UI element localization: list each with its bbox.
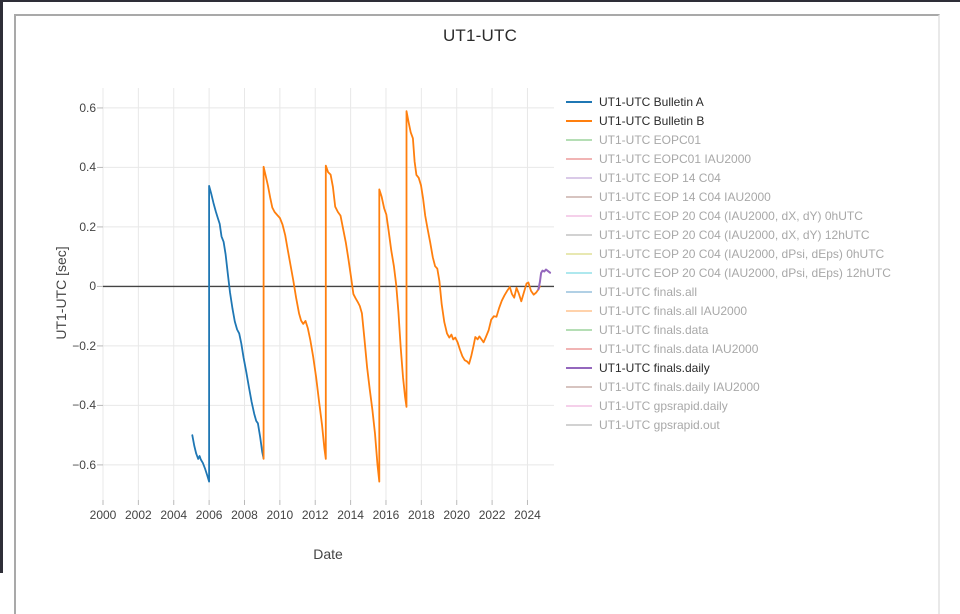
legend-line-swatch [566,176,592,179]
legend-label: UT1-UTC finals.all IAU2000 [599,303,748,318]
legend-line-swatch [566,157,592,160]
legend-item-ut1-utc-eop-20-c04-iau2000-dx-dy-0hutc[interactable]: UT1-UTC EOP 20 C04 (IAU2000, dX, dY) 0hU… [566,206,891,225]
chart-card [14,14,940,614]
legend-line-swatch [566,252,592,255]
x-tick-label: 2024 [514,508,541,522]
legend-item-ut1-utc-finals-data-iau2000[interactable]: UT1-UTC finals.data IAU2000 [566,339,891,358]
legend-item-ut1-utc-gpsrapid-out[interactable]: UT1-UTC gpsrapid.out [566,415,891,434]
x-tick-label: 2006 [195,508,223,522]
y-tick-label: 0.4 [79,160,96,175]
x-tick-label: 2014 [337,508,364,522]
legend-line-swatch [566,404,592,407]
y-tick-label: −0.4 [72,398,96,413]
legend-line-swatch [566,271,592,274]
x-tick-label: 2022 [478,508,506,522]
x-tick-label: 2008 [231,508,258,522]
legend-item-ut1-utc-bulletin-b[interactable]: UT1-UTC Bulletin B [566,111,891,130]
x-tick-label: 2016 [372,508,400,522]
legend-label: UT1-UTC finals.data IAU2000 [599,341,759,356]
legend-label: UT1-UTC EOP 20 C04 (IAU2000, dPsi, dEps)… [599,246,885,261]
legend-label: UT1-UTC EOP 14 C04 IAU2000 [599,189,771,204]
y-tick-label: 0.2 [79,219,96,234]
legend-item-ut1-utc-eop-14-c04-iau2000[interactable]: UT1-UTC EOP 14 C04 IAU2000 [566,187,891,206]
legend-line-swatch [566,214,592,217]
x-tick-label: 2018 [407,508,435,522]
legend-line-swatch [566,328,592,331]
y-axis-title: UT1-UTC [sec] [53,246,69,340]
legend-line-swatch [566,366,592,369]
legend-label: UT1-UTC Bulletin A [599,94,704,109]
legend-label: UT1-UTC finals.all [599,284,698,299]
legend-label: UT1-UTC gpsrapid.daily [599,398,728,413]
legend-item-ut1-utc-bulletin-a[interactable]: UT1-UTC Bulletin A [566,92,891,111]
legend-label: UT1-UTC EOP 20 C04 (IAU2000, dX, dY) 12h… [599,227,870,242]
legend-item-ut1-utc-eopc01[interactable]: UT1-UTC EOPC01 [566,130,891,149]
legend-item-ut1-utc-finals-data[interactable]: UT1-UTC finals.data [566,320,891,339]
series-line-ut1-utc-bulletin-a[interactable] [191,184,265,483]
x-tick-label: 2020 [443,508,471,522]
legend: UT1-UTC Bulletin A UT1-UTC Bulletin B UT1-… [566,92,891,434]
y-tick-label: −0.2 [72,338,96,353]
legend-label: UT1-UTC EOP 20 C04 (IAU2000, dPsi, dEps)… [599,265,891,280]
window-edge-top [0,0,960,2]
legend-line-swatch [566,347,592,350]
legend-label: UT1-UTC finals.data [599,322,709,337]
legend-line-swatch [566,119,592,122]
legend-item-ut1-utc-eop-20-c04-iau2000-dx-dy-12hutc[interactable]: UT1-UTC EOP 20 C04 (IAU2000, dX, dY) 12h… [566,225,891,244]
legend-line-swatch [566,138,592,141]
x-tick-label: 2002 [125,508,152,522]
legend-item-ut1-utc-eop-20-c04-iau2000-dpsi-deps-12hutc[interactable]: UT1-UTC EOP 20 C04 (IAU2000, dPsi, dEps)… [566,263,891,282]
x-tick-label: 2004 [160,508,188,522]
x-axis-title: Date [313,546,343,562]
x-tick-label: 2012 [301,508,329,522]
legend-item-ut1-utc-finals-all-iau2000[interactable]: UT1-UTC finals.all IAU2000 [566,301,891,320]
legend-item-ut1-utc-finals-daily-iau2000[interactable]: UT1-UTC finals.daily IAU2000 [566,377,891,396]
legend-item-ut1-utc-finals-all[interactable]: UT1-UTC finals.all [566,282,891,301]
legend-label: UT1-UTC EOPC01 IAU2000 [599,151,752,166]
legend-label: UT1-UTC EOP 14 C04 [599,170,721,185]
legend-label: UT1-UTC EOPC01 [599,132,702,147]
legend-line-swatch [566,309,592,312]
series-line-ut1-utc-bulletin-b[interactable] [262,110,541,483]
series-line-ut1-utc-finals-daily[interactable] [537,268,552,291]
legend-line-swatch [566,385,592,388]
legend-line-swatch [566,423,592,426]
chart-title: UT1-UTC [442,26,518,45]
legend-line-swatch [566,233,592,236]
y-tick-label: 0.6 [79,100,96,115]
legend-label: UT1-UTC gpsrapid.out [599,417,720,432]
legend-label: UT1-UTC Bulletin B [599,113,705,128]
legend-item-ut1-utc-eop-14-c04[interactable]: UT1-UTC EOP 14 C04 [566,168,891,187]
legend-item-ut1-utc-finals-daily[interactable]: UT1-UTC finals.daily [566,358,891,377]
legend-line-swatch [566,290,592,293]
legend-item-ut1-utc-eopc01-iau2000[interactable]: UT1-UTC EOPC01 IAU2000 [566,149,891,168]
legend-line-swatch [566,100,592,103]
legend-line-swatch [566,195,592,198]
legend-item-ut1-utc-eop-20-c04-iau2000-dpsi-deps-0hutc[interactable]: UT1-UTC EOP 20 C04 (IAU2000, dPsi, dEps)… [566,244,891,263]
y-tick-label: 0 [89,279,96,294]
legend-label: UT1-UTC EOP 20 C04 (IAU2000, dX, dY) 0hU… [599,208,863,223]
legend-label: UT1-UTC finals.daily IAU2000 [599,379,760,394]
y-tick-label: −0.6 [72,457,96,472]
legend-label: UT1-UTC finals.daily [599,360,710,375]
legend-item-ut1-utc-gpsrapid-daily[interactable]: UT1-UTC gpsrapid.daily [566,396,891,415]
x-tick-label: 2010 [266,508,294,522]
x-tick-label: 2000 [89,508,117,522]
window-edge-left [0,0,3,573]
